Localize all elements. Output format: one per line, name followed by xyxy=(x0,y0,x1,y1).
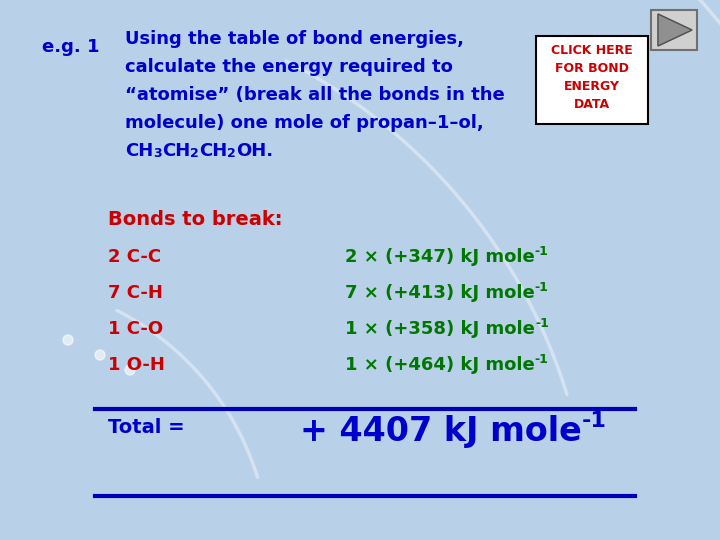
Text: -1: -1 xyxy=(535,245,549,258)
Text: 7 × (+413) kJ mole: 7 × (+413) kJ mole xyxy=(345,284,535,302)
Text: CH: CH xyxy=(125,142,153,160)
Text: -1: -1 xyxy=(582,411,607,431)
Text: CLICK HERE: CLICK HERE xyxy=(551,44,633,57)
Text: e.g. 1: e.g. 1 xyxy=(42,38,99,56)
Text: -1: -1 xyxy=(535,353,549,366)
Text: Total =: Total = xyxy=(108,418,184,437)
Text: 1 C-O: 1 C-O xyxy=(108,320,163,338)
Text: 1 O-H: 1 O-H xyxy=(108,356,165,374)
Circle shape xyxy=(63,335,73,345)
Text: 7 C-H: 7 C-H xyxy=(108,284,163,302)
Text: CH: CH xyxy=(199,142,227,160)
Text: DATA: DATA xyxy=(574,98,610,111)
Text: + 4407 kJ mole: + 4407 kJ mole xyxy=(300,415,582,448)
Text: calculate the energy required to: calculate the energy required to xyxy=(125,58,453,76)
Text: “atomise” (break all the bonds in the: “atomise” (break all the bonds in the xyxy=(125,86,505,104)
FancyBboxPatch shape xyxy=(536,36,648,124)
Text: Bonds to break:: Bonds to break: xyxy=(108,210,282,229)
Text: 1 × (+358) kJ mole: 1 × (+358) kJ mole xyxy=(345,320,535,338)
Text: 2: 2 xyxy=(190,147,199,160)
Polygon shape xyxy=(658,14,692,46)
Text: 1 × (+464) kJ mole: 1 × (+464) kJ mole xyxy=(345,356,535,374)
Text: FOR BOND: FOR BOND xyxy=(555,62,629,75)
Text: OH.: OH. xyxy=(236,142,273,160)
FancyBboxPatch shape xyxy=(651,10,697,50)
Text: ENERGY: ENERGY xyxy=(564,80,620,93)
Text: -1: -1 xyxy=(535,281,549,294)
Text: 2: 2 xyxy=(227,147,236,160)
Text: CH: CH xyxy=(162,142,190,160)
Text: 3: 3 xyxy=(153,147,162,160)
Text: 2 × (+347) kJ mole: 2 × (+347) kJ mole xyxy=(345,248,535,266)
Text: 2 C-C: 2 C-C xyxy=(108,248,161,266)
Circle shape xyxy=(125,365,135,375)
Text: molecule) one mole of propan–1–ol,: molecule) one mole of propan–1–ol, xyxy=(125,114,484,132)
Text: -1: -1 xyxy=(535,317,549,330)
Circle shape xyxy=(95,350,105,360)
Text: Using the table of bond energies,: Using the table of bond energies, xyxy=(125,30,464,48)
